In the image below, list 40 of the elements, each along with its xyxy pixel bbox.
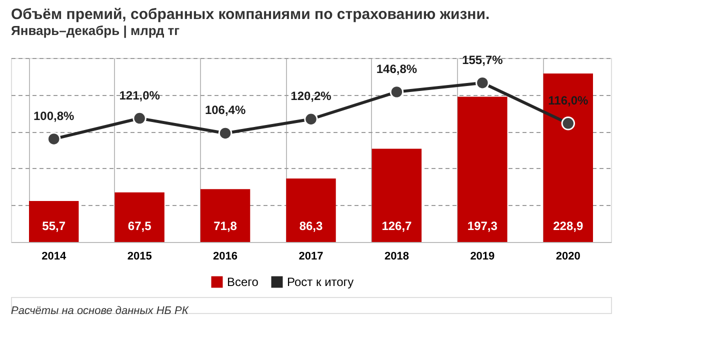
legend-label: Всего (227, 275, 259, 289)
data-label: 120,2% (290, 89, 332, 104)
point (46, 132, 61, 146)
x-tick-label: 2018 (384, 250, 409, 262)
data-label: 155,7% (462, 52, 504, 67)
data-label: 55,7 (42, 219, 66, 233)
bar (458, 96, 508, 242)
data-label: 197,3 (467, 219, 498, 233)
data-label: 71,8 (214, 219, 238, 233)
data-label: 67,5 (128, 219, 152, 233)
legend-label: Рост к итогу (287, 275, 354, 289)
point (304, 112, 318, 126)
chart-title: Объём премий, собранных компаниями по страхованию жизни. (11, 6, 490, 23)
data-label: 228,9 (553, 219, 584, 233)
data-label: 146,8% (376, 62, 418, 76)
x-tick-label: 2014 (42, 250, 67, 262)
bar (29, 201, 79, 242)
data-label: 100,8% (34, 108, 75, 123)
point (218, 126, 232, 140)
point (132, 111, 146, 126)
chart-subtitle: Январь–декабрь | млрд тг (11, 22, 180, 38)
data-label: 106,4% (204, 103, 246, 118)
bar (543, 74, 593, 242)
x-tick-label: 2017 (298, 250, 324, 262)
x-tick-label: 2016 (213, 250, 238, 262)
x-tick-label: 2015 (127, 250, 152, 262)
point (390, 85, 404, 99)
bar (286, 178, 336, 242)
data-label: 121,0% (119, 88, 160, 102)
x-tick-label: 2019 (470, 250, 495, 262)
data-label: 86,3 (299, 219, 323, 233)
point (476, 76, 490, 90)
point (561, 116, 576, 130)
text: Расчёты на основе данных НБ РК (11, 305, 189, 317)
data-label: 126,7 (382, 219, 412, 233)
data-label: 116,0% (548, 93, 588, 108)
bar (200, 189, 250, 242)
bar (114, 192, 164, 242)
bar (372, 148, 422, 242)
x-tick-label: 2020 (556, 250, 580, 262)
